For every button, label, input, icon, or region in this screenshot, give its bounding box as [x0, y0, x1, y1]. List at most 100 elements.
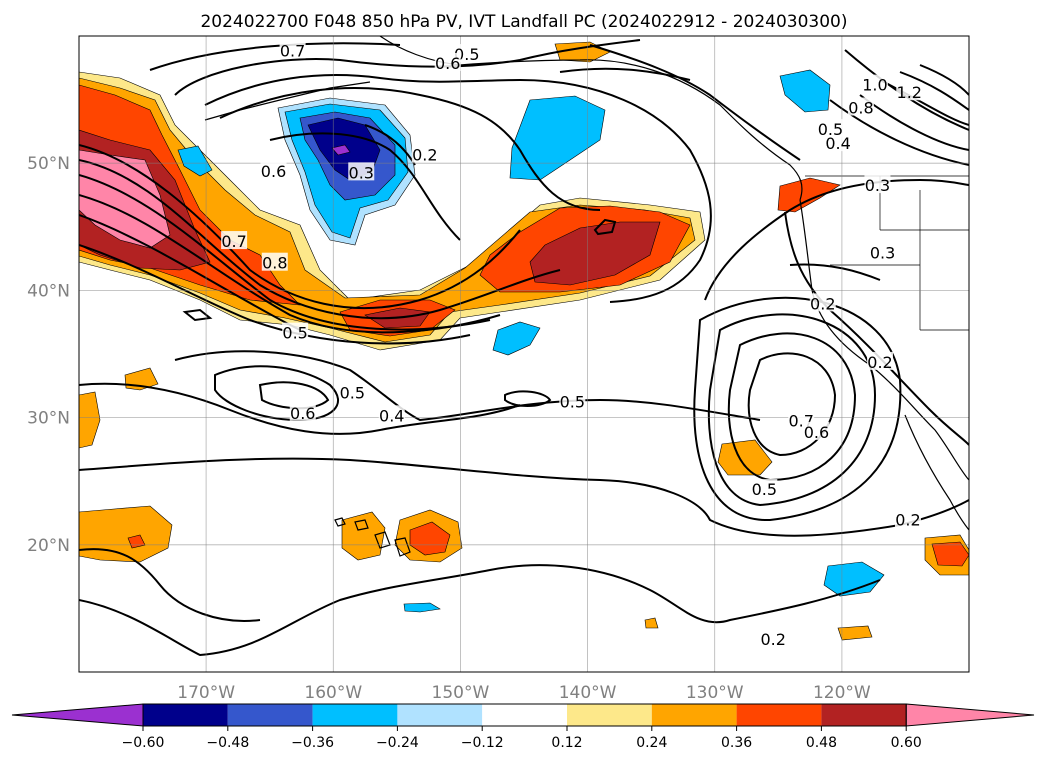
contour-line: [899, 71, 969, 111]
colorbar-tick-label: 0.12: [551, 735, 582, 751]
map-layers: 0.7 0.50.60.6 0.30.20.70.80.50.60.50.40.50…: [79, 36, 969, 672]
contour-label: 0.6: [290, 404, 315, 423]
contour-label: 0.6: [261, 162, 286, 181]
colorbar-segment: [821, 704, 907, 726]
contour-line: [784, 211, 969, 446]
contour-line: [364, 124, 416, 166]
contour-label-bg: [847, 97, 874, 116]
contour-label-bg: [378, 405, 405, 424]
shade-positive-east-subtrop: [717, 439, 773, 476]
shade-positive-hawaii-west: [79, 505, 173, 563]
longitude-tick-label: 130°W: [686, 683, 744, 703]
coastline-hawaii-2: [354, 519, 369, 531]
contour-line: [79, 144, 521, 310]
contour-line: [727, 332, 857, 482]
contour-line: [789, 263, 881, 281]
contour-label-bg: [260, 161, 287, 180]
coastline-hawaii-4: [394, 537, 411, 557]
shade-positive-hawaii-a: [341, 511, 386, 561]
contour-layer: [79, 39, 969, 657]
contour-line: [258, 381, 330, 410]
contour-line: [79, 457, 969, 537]
colorbar-tick-label: 0.36: [721, 735, 752, 751]
colorbar-extend-high: [905, 703, 1035, 727]
contour-label-bg: [411, 144, 438, 163]
contour-label-bg: [348, 162, 375, 181]
contour-label-bg: [751, 479, 778, 498]
contour-label: 1.0: [862, 76, 887, 95]
contour-line: [79, 159, 561, 320]
contour-label-bg: [869, 242, 896, 261]
contour-label: 0.3: [349, 163, 374, 182]
latitude-tick-label: 20°N: [27, 536, 70, 556]
contour-label: 0.3: [865, 176, 890, 195]
coastline-baja: [904, 414, 969, 531]
contour-label: 0.5: [752, 480, 777, 499]
contour-label: 0.5: [560, 392, 585, 411]
contour-line: [174, 39, 641, 96]
longitude-ticks: 170°W 160°W 150°W 140°W 130°W 120°W: [177, 683, 871, 703]
contour-label: 0.5: [340, 383, 365, 402]
contour-label: 0.3: [870, 244, 895, 263]
contour-line: [707, 313, 877, 507]
contour-label: 1.2: [897, 83, 922, 102]
contour-label: 0.4: [379, 406, 404, 425]
contour-label-bg: [760, 629, 787, 648]
contour-line: [79, 382, 521, 435]
coastline-hawaii-1: [334, 517, 346, 527]
colorbar-segment: [736, 704, 822, 726]
contour-line: [214, 365, 340, 422]
contour-label: 0.8: [848, 99, 873, 118]
longitude-tick-label: 160°W: [304, 683, 362, 703]
shade-positive-tiny-1: [837, 625, 873, 641]
colorbar-tick-label: −0.12: [461, 735, 504, 751]
contour-label: 0.8: [262, 254, 287, 273]
shade-positive-west-lower: [79, 391, 101, 449]
contour-line: [504, 390, 552, 407]
shade-negative-north-max: [331, 144, 351, 156]
latitude-tick-label: 40°N: [27, 281, 70, 301]
colorbar-extend-low: [11, 703, 144, 727]
colorbar-segment: [312, 704, 398, 726]
shade-negative-south-east: [823, 561, 885, 597]
contour-labels: 0.7 0.50.60.6 0.30.20.70.80.50.60.50.40.50…: [221, 40, 923, 649]
shade-negative-ne-pacific: [509, 95, 606, 181]
colorbar-segment: [143, 704, 228, 726]
latitude-tick-label: 50°N: [27, 154, 70, 174]
contour-line: [79, 174, 491, 331]
contour-line: [79, 564, 881, 657]
longitude-tick-label: 140°W: [559, 683, 617, 703]
colorbar-frame: [142, 703, 907, 727]
contour-label-bg: [559, 391, 586, 410]
contour-line: [559, 67, 691, 81]
contour-line: [593, 218, 617, 236]
colorbar-segment: [651, 704, 737, 726]
colorbar-segment: [567, 704, 652, 726]
colorbar: −0.60 −0.48 −0.36 −0.24 −0.12 0.12 0.24 0.36 0.4…: [11, 703, 1035, 751]
colorbar-tick-label: 0.60: [891, 735, 922, 751]
contour-label-bg: [825, 133, 852, 152]
contour-label: 0.4: [825, 134, 850, 153]
contour-label-bg: [809, 293, 836, 312]
border-states: [830, 176, 969, 331]
contour-line: [919, 64, 969, 96]
colorbar-tick-label: 0.24: [636, 735, 667, 751]
map-frame: [78, 35, 970, 673]
shade-negative-south-small: [403, 602, 441, 613]
colorbar-tick-label: −0.48: [206, 735, 249, 751]
coastline-aleutians: [204, 81, 371, 121]
graticule: [79, 36, 969, 672]
contour-line: [174, 350, 761, 422]
contour-line: [589, 44, 801, 161]
shade-positive-tiny-2: [644, 617, 659, 629]
contour-label-bg: [261, 252, 288, 271]
contour-line: [79, 194, 501, 334]
contour-label: 0.2: [412, 146, 437, 165]
latitude-ticks: 50°N 40°N 30°N 20°N: [27, 154, 70, 556]
contour-line: [879, 79, 969, 126]
colorbar-tick-label: 0.48: [806, 735, 837, 751]
contour-label-bg: [339, 382, 366, 401]
contour-label: 0.7: [221, 232, 246, 251]
contour-label-bg: [434, 52, 461, 71]
